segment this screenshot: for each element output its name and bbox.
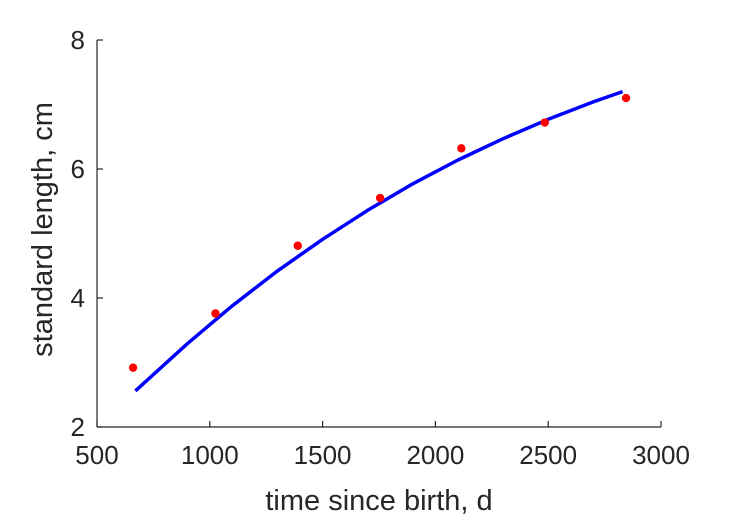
x-tick-label: 500 — [75, 440, 118, 470]
data-point — [293, 241, 302, 250]
axes: 500 1000 1500 2000 2500 3000 2 4 6 8 — [71, 25, 690, 470]
x-tick-label: 1000 — [181, 440, 239, 470]
x-tick-label: 2500 — [519, 440, 577, 470]
data-point — [375, 193, 385, 203]
fit-line — [134, 89, 624, 393]
y-tick-label: 2 — [71, 412, 85, 442]
y-tick-label: 8 — [71, 25, 85, 55]
y-axis-label: standard length, cm — [27, 102, 59, 357]
data-point — [211, 309, 220, 318]
data-point — [128, 363, 138, 372]
x-tick-label: 1500 — [294, 440, 352, 470]
plot-area — [128, 89, 631, 393]
data-point — [540, 118, 550, 127]
y-tick-label: 6 — [71, 154, 85, 184]
x-axis-label: time since birth, d — [265, 485, 492, 517]
x-tick-label: 3000 — [632, 440, 690, 470]
y-tick-label: 4 — [71, 283, 85, 313]
data-point — [621, 93, 631, 103]
x-tick-label: 2000 — [406, 440, 464, 470]
data-point — [457, 144, 466, 153]
